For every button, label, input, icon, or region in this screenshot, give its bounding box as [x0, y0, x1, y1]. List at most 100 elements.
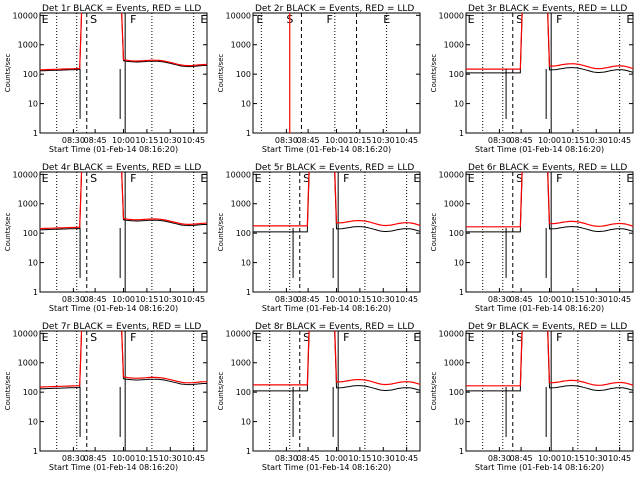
panel-5: Det 5r BLACK = Events, RED = LLD 1 10 100 10…: [217, 163, 421, 313]
y-tick-label: 100: [23, 70, 38, 79]
y-tick-label: 10000: [439, 329, 464, 338]
y-tick-label: 100: [23, 388, 38, 397]
marker-label: S: [303, 331, 310, 344]
y-axis-label: Counts/sec: [217, 54, 225, 93]
marker-label: F: [326, 13, 332, 26]
events-series: [466, 13, 633, 74]
marker-label: E: [626, 172, 633, 185]
y-tick-label: 1: [33, 288, 38, 297]
panel-title: Det 9r BLACK = Events, RED = LLD: [468, 322, 627, 332]
marker-label: F: [556, 172, 562, 185]
y-tick-label: 10: [28, 418, 38, 427]
plot-frame: [252, 12, 421, 134]
y-tick-label: 1000: [18, 359, 38, 368]
y-tick-label: 1: [459, 447, 464, 456]
x-tick-label: 08:30: [488, 136, 511, 145]
x-tick-label: 10:30: [159, 454, 182, 463]
x-tick-label: 10:30: [372, 454, 395, 463]
x-tick-label: 10:45: [395, 136, 418, 145]
y-tick-label: 10000: [439, 170, 464, 179]
x-tick-label: 08:30: [62, 454, 85, 463]
y-axis-label: Counts/sec: [430, 213, 438, 252]
y-axis-label: Counts/sec: [217, 372, 225, 411]
x-tick-label: 10:45: [608, 295, 631, 304]
y-tick-label: 1000: [231, 41, 251, 50]
marker-label: E: [255, 172, 262, 185]
panel-8: Det 8r BLACK = Events, RED = LLD 1 10 100 10…: [217, 322, 421, 472]
panel-title: Det 3r BLACK = Events, RED = LLD: [468, 4, 627, 14]
x-tick-label: 10:00: [112, 295, 135, 304]
marker-label: F: [556, 331, 562, 344]
y-tick-label: 10000: [13, 170, 38, 179]
y-tick-label: 10: [28, 259, 38, 268]
y-axis-label: Counts/sec: [217, 213, 225, 252]
x-axis-label: Start Time (01-Feb-14 08:16:20): [262, 304, 391, 313]
x-tick-label: 10:30: [585, 136, 608, 145]
x-tick-label: 08:45: [84, 295, 107, 304]
marker-label: S: [90, 172, 97, 185]
lld-series: [40, 13, 207, 71]
y-tick-label: 1000: [444, 41, 464, 50]
x-tick-label: 10:30: [159, 295, 182, 304]
y-axis-label: Counts/sec: [4, 372, 12, 411]
y-tick-label: 1000: [18, 200, 38, 209]
marker-label: E: [200, 172, 207, 185]
marker-label: S: [303, 172, 310, 185]
lld-series: [466, 331, 633, 387]
x-axis-label: Start Time (01-Feb-14 08:16:20): [262, 463, 391, 472]
y-tick-label: 10: [241, 418, 251, 427]
x-tick-label: 10:45: [608, 454, 631, 463]
x-tick-label: 10:45: [182, 136, 205, 145]
x-tick-label: 10:15: [348, 136, 371, 145]
y-tick-label: 1000: [231, 359, 251, 368]
x-tick-label: 10:00: [112, 454, 135, 463]
y-tick-label: 10: [454, 259, 464, 268]
events-series: [40, 331, 207, 390]
x-axis-label: Start Time (01-Feb-14 08:16:20): [49, 463, 178, 472]
x-tick-label: 10:15: [561, 295, 584, 304]
x-tick-label: 10:45: [395, 295, 418, 304]
y-axis-label: Counts/sec: [4, 213, 12, 252]
y-axis-label: Counts/sec: [4, 54, 12, 93]
lld-series: [466, 172, 633, 228]
lld-series: [40, 172, 207, 230]
marker-label: E: [200, 331, 207, 344]
x-tick-label: 10:15: [135, 295, 158, 304]
y-tick-label: 1: [459, 129, 464, 138]
x-tick-label: 10:15: [561, 136, 584, 145]
x-axis-label: Start Time (01-Feb-14 08:16:20): [49, 304, 178, 313]
y-tick-label: 1: [33, 129, 38, 138]
y-tick-label: 10000: [226, 11, 251, 20]
marker-label: F: [130, 172, 136, 185]
x-tick-label: 10:00: [325, 295, 348, 304]
y-tick-label: 10: [241, 100, 251, 109]
x-axis-label: Start Time (01-Feb-14 08:16:20): [475, 304, 604, 313]
x-tick-label: 10:30: [585, 454, 608, 463]
y-tick-label: 1000: [444, 200, 464, 209]
y-tick-label: 100: [236, 388, 251, 397]
y-tick-label: 1: [246, 129, 251, 138]
x-tick-label: 08:45: [510, 136, 533, 145]
x-axis-label: Start Time (01-Feb-14 08:16:20): [475, 145, 604, 154]
marker-label: F: [343, 331, 349, 344]
panel-6: Det 6r BLACK = Events, RED = LLD 1 10 100 10…: [430, 163, 634, 313]
marker-label: F: [556, 13, 562, 26]
y-tick-label: 10: [454, 418, 464, 427]
x-tick-label: 10:15: [135, 454, 158, 463]
x-tick-label: 10:30: [372, 295, 395, 304]
x-tick-label: 08:45: [84, 136, 107, 145]
y-tick-label: 1: [459, 288, 464, 297]
x-tick-label: 10:00: [538, 136, 561, 145]
x-tick-label: 10:15: [135, 136, 158, 145]
events-series: [253, 331, 420, 392]
marker-label: E: [468, 331, 475, 344]
x-tick-label: 08:45: [510, 295, 533, 304]
marker-label: S: [516, 172, 523, 185]
marker-label: S: [516, 331, 523, 344]
x-tick-label: 08:45: [510, 454, 533, 463]
marker-label: S: [516, 13, 523, 26]
panel-7: Det 7r BLACK = Events, RED = LLD 1 10 100 10…: [4, 322, 208, 472]
panel-3: Det 3r BLACK = Events, RED = LLD 1 10 100 10…: [430, 4, 634, 154]
x-tick-label: 08:30: [488, 454, 511, 463]
